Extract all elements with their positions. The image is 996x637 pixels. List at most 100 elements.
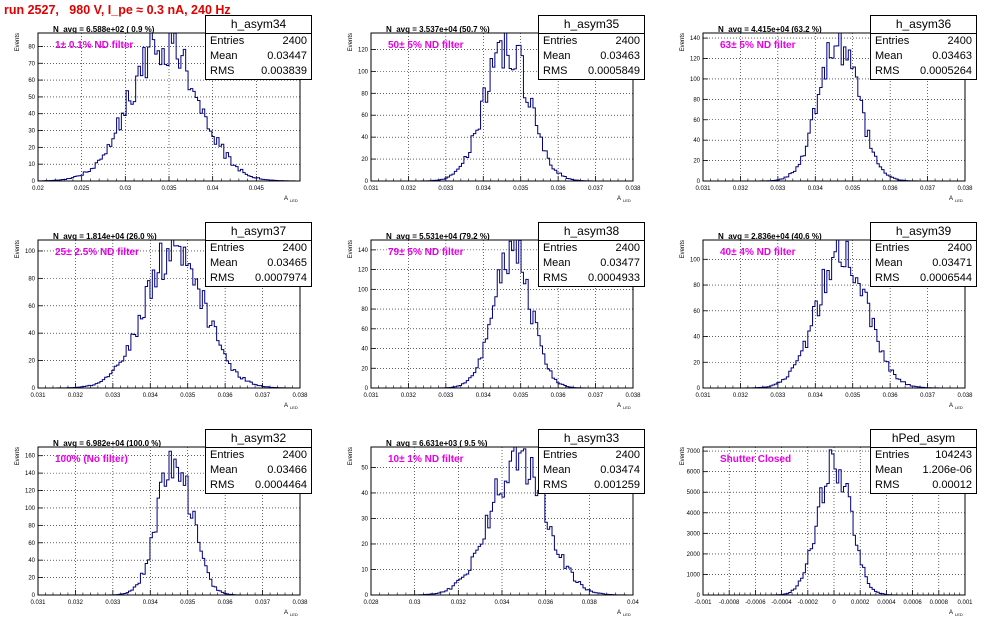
stats-label-entries: Entries: [210, 242, 245, 254]
stats-row-rms: RMS 0.0007974: [206, 271, 311, 286]
stats-row-entries: Entries 2400: [539, 34, 644, 49]
y-tick-label: 30: [361, 516, 368, 522]
y-tick-label: 60: [28, 78, 35, 84]
y-axis-label: Events: [348, 447, 354, 465]
stats-value-mean: 0.03465: [267, 257, 307, 269]
y-tick-label: 0: [32, 179, 36, 185]
stats-label-entries: Entries: [543, 449, 578, 461]
x-axis-label: A: [949, 403, 953, 409]
plot-frame: [370, 239, 634, 389]
x-tick-label: 0.0006: [903, 600, 922, 606]
stats-label-entries: Entries: [543, 35, 578, 47]
y-tick-label: 20: [361, 157, 368, 163]
plot-frame: [702, 239, 966, 389]
x-tick-label: 0.032: [68, 600, 84, 606]
x-tick-label: 0.037: [588, 393, 604, 399]
y-tick-label: 100: [25, 249, 36, 255]
stats-row-rms: RMS 0.0005264: [871, 64, 976, 79]
y-tick-label: 120: [358, 47, 369, 53]
plot-frame: [37, 32, 301, 182]
x-tick-label: 0.037: [255, 393, 271, 399]
x-axis-label: A: [617, 196, 621, 202]
y-tick-label: 80: [361, 307, 368, 313]
navg-label: N_avg = 1.814e+04 (26.0 %): [53, 232, 157, 241]
histogram-pad-h_asym33: 0.028 0.03 0.032 0.034 0.036 0.038 0.04 0 10 20 30…: [333, 429, 663, 637]
y-tick-label: 0: [32, 386, 36, 392]
y-axis-label: Events: [348, 240, 354, 258]
x-tick-label: 0.035: [180, 600, 196, 606]
histogram-plot: 0.031 0.032 0.033 0.034 0.035 0.036 0.037 0.038…: [680, 239, 973, 410]
stats-row-mean: Mean 0.03466: [206, 463, 311, 478]
y-tick-label: 6000: [687, 470, 701, 476]
stats-label-entries: Entries: [875, 242, 910, 254]
navg-label: N_avg = 6.631e+03 ( 9.5 %): [386, 439, 488, 448]
x-axis-label-subscript: LED: [290, 405, 298, 410]
stats-value-entries: 2400: [947, 35, 972, 47]
stats-value-rms: 0.003839: [261, 65, 307, 77]
stats-label-mean: Mean: [543, 464, 571, 476]
stats-label-mean: Mean: [875, 464, 903, 476]
histogram-pad-h_asym38: 0.031 0.032 0.033 0.034 0.035 0.036 0.037 0.038…: [333, 222, 663, 430]
x-axis-label: A: [617, 610, 621, 616]
y-tick-label: 60: [693, 309, 700, 315]
navg-label: N_avg = 6.588e+02 ( 0.9 %): [53, 25, 155, 34]
stats-value-rms: 0.0005849: [588, 65, 640, 77]
x-axis-label-subscript: LED: [290, 612, 298, 617]
x-tick-label: 0.036: [883, 186, 899, 192]
x-tick-label: 0.033: [770, 393, 786, 399]
histogram-plot: -0.001 -0.0008 -0.0006 -0.0004 -0.0002 0 0.000…: [680, 446, 973, 617]
y-tick-label: 0: [697, 593, 701, 599]
y-tick-label: 60: [693, 118, 700, 124]
y-tick-label: 80: [28, 523, 35, 529]
x-tick-label: 0.001: [957, 600, 973, 606]
x-axis-label: A: [284, 610, 288, 616]
x-tick-label: 0.032: [401, 186, 417, 192]
stats-row-entries: Entries 2400: [206, 34, 311, 49]
x-axis-label: A: [949, 610, 953, 616]
plot-frame: [702, 32, 966, 182]
y-tick-label: 70: [28, 61, 35, 67]
y-tick-label: 50: [28, 95, 35, 101]
stats-label-mean: Mean: [210, 50, 238, 62]
stats-label-rms: RMS: [875, 272, 900, 284]
stats-label-mean: Mean: [543, 50, 571, 62]
histogram-name: h_asym33: [539, 430, 644, 448]
x-tick-label: 0.035: [161, 186, 177, 192]
stats-value-mean: 0.03463: [600, 50, 640, 62]
stats-row-rms: RMS 0.0006544: [871, 271, 976, 286]
x-tick-label: 0.03: [119, 186, 131, 192]
y-tick-label: 140: [690, 36, 701, 42]
plot-frame: [370, 446, 634, 596]
y-tick-label: 0: [365, 593, 369, 599]
x-tick-label: 0.035: [513, 186, 529, 192]
stats-row-mean: Mean 0.03447: [206, 49, 311, 64]
y-axis-label: Events: [15, 240, 21, 258]
x-tick-label: 0.032: [401, 393, 417, 399]
x-tick-label: 0.036: [538, 600, 554, 606]
x-tick-label: 0.037: [588, 186, 604, 192]
stats-label-entries: Entries: [210, 449, 245, 461]
y-tick-label: 100: [690, 257, 701, 263]
x-tick-label: 0.033: [105, 600, 121, 606]
stats-value-rms: 0.0007974: [255, 272, 307, 284]
y-tick-label: 20: [693, 159, 700, 165]
x-axis-label: A: [284, 403, 288, 409]
y-tick-label: 80: [693, 97, 700, 103]
x-axis-label: A: [949, 196, 953, 202]
x-tick-label: 0.032: [733, 393, 749, 399]
x-tick-label: -0.0004: [771, 600, 792, 606]
stats-value-rms: 0.0005264: [920, 65, 972, 77]
stats-label-mean: Mean: [875, 50, 903, 62]
stats-row-rms: RMS 0.001259: [539, 478, 644, 493]
y-tick-label: 40: [361, 347, 368, 353]
x-tick-label: 0.036: [218, 393, 234, 399]
y-tick-label: 60: [28, 541, 35, 547]
x-axis-label-subscript: LED: [623, 198, 631, 203]
y-tick-label: 20: [361, 542, 368, 548]
y-tick-label: 50: [361, 465, 368, 471]
histogram-name: h_asym37: [206, 223, 311, 241]
stats-value-mean: 0.03463: [932, 50, 972, 62]
stats-row-entries: Entries 104243: [871, 448, 976, 463]
y-tick-label: 40: [693, 335, 700, 341]
x-tick-label: 0.034: [808, 393, 824, 399]
